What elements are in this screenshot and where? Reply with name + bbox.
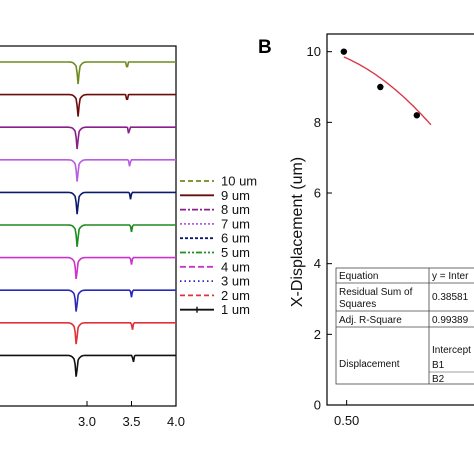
trace-1um (0, 354, 176, 377)
y-tick-label: 8 (314, 115, 321, 130)
fit-table-label: Equation (339, 271, 378, 282)
fit-table-label: Squares (339, 299, 376, 310)
panel-b-tag: B (258, 37, 272, 58)
legend-label: 7 um (221, 216, 250, 231)
panel-b-y-ticks: 0 2 4 6 8 10 (307, 44, 332, 413)
y-tick-label: 4 (314, 256, 321, 271)
panel-b-fit-line (343, 56, 432, 126)
y-tick-label: 10 (307, 44, 321, 59)
panel-a-traces (0, 61, 176, 377)
trace-2um (0, 322, 176, 345)
fit-table-label: Displacement (339, 359, 400, 370)
legend-label: 2 um (221, 288, 250, 303)
trace-6um (0, 191, 176, 215)
panel-b: B X-Displacement (um) 0 2 4 6 8 10 0.50 Equat… (258, 33, 474, 428)
x-tick-label: 3.0 (78, 414, 96, 429)
panel-b-x-ticks: 0.50 (334, 400, 359, 428)
panel-b-plot-frame (326, 33, 474, 406)
panel-a-legend: 10 um9 um8 um7 um6 um5 um4 um3 um2 um1 u… (180, 174, 257, 317)
y-tick-label: 6 (314, 186, 321, 201)
legend-label: 5 um (221, 245, 250, 260)
legend-label: 1 um (221, 302, 250, 317)
legend-label: 3 um (221, 274, 250, 289)
fit-table-value: Intercept (432, 345, 471, 356)
fit-table-value: y = Inter (432, 271, 469, 282)
fit-table-label: Adj. R-Square (339, 315, 402, 326)
legend-label: 9 um (221, 188, 250, 203)
y-tick-label: 0 (314, 398, 321, 413)
data-point (413, 112, 421, 119)
legend-label: 10 um (221, 174, 257, 189)
fit-table-frame (335, 267, 474, 385)
data-point (377, 83, 384, 91)
trace-7um (0, 159, 176, 182)
trace-8um (0, 126, 176, 150)
legend-label: 8 um (221, 202, 250, 217)
trace-10um (0, 61, 176, 85)
panel-a-x-ticks: 3.0 3.5 4.0 (78, 401, 185, 429)
panel-a-plot-frame (0, 45, 177, 407)
x-tick-label: 3.5 (122, 414, 140, 429)
panel-b-y-axis-label: X-Displacement (um) (289, 157, 306, 307)
fit-table-label: Residual Sum of (339, 287, 413, 298)
fit-table-value: B2 (432, 374, 445, 385)
data-point (340, 48, 348, 55)
trace-9um (0, 93, 176, 117)
trace-4um (0, 256, 176, 280)
trace-3um (0, 289, 176, 312)
legend-label: 6 um (221, 231, 250, 246)
fit-table-value: 0.99389 (432, 315, 469, 326)
y-tick-label: 2 (314, 327, 321, 342)
fit-table-value: B1 (432, 360, 445, 371)
trace-5um (0, 224, 176, 247)
x-tick-label: 4.0 (167, 414, 185, 429)
panel-a: 3.0 3.5 4.0 10 um9 um8 um7 um6 um5 um4 um3… (0, 45, 257, 429)
panel-b-points (340, 48, 421, 119)
fit-table-value: 0.38581 (432, 292, 469, 303)
legend-label: 4 um (221, 259, 250, 274)
x-tick-label: 0.50 (334, 413, 359, 428)
